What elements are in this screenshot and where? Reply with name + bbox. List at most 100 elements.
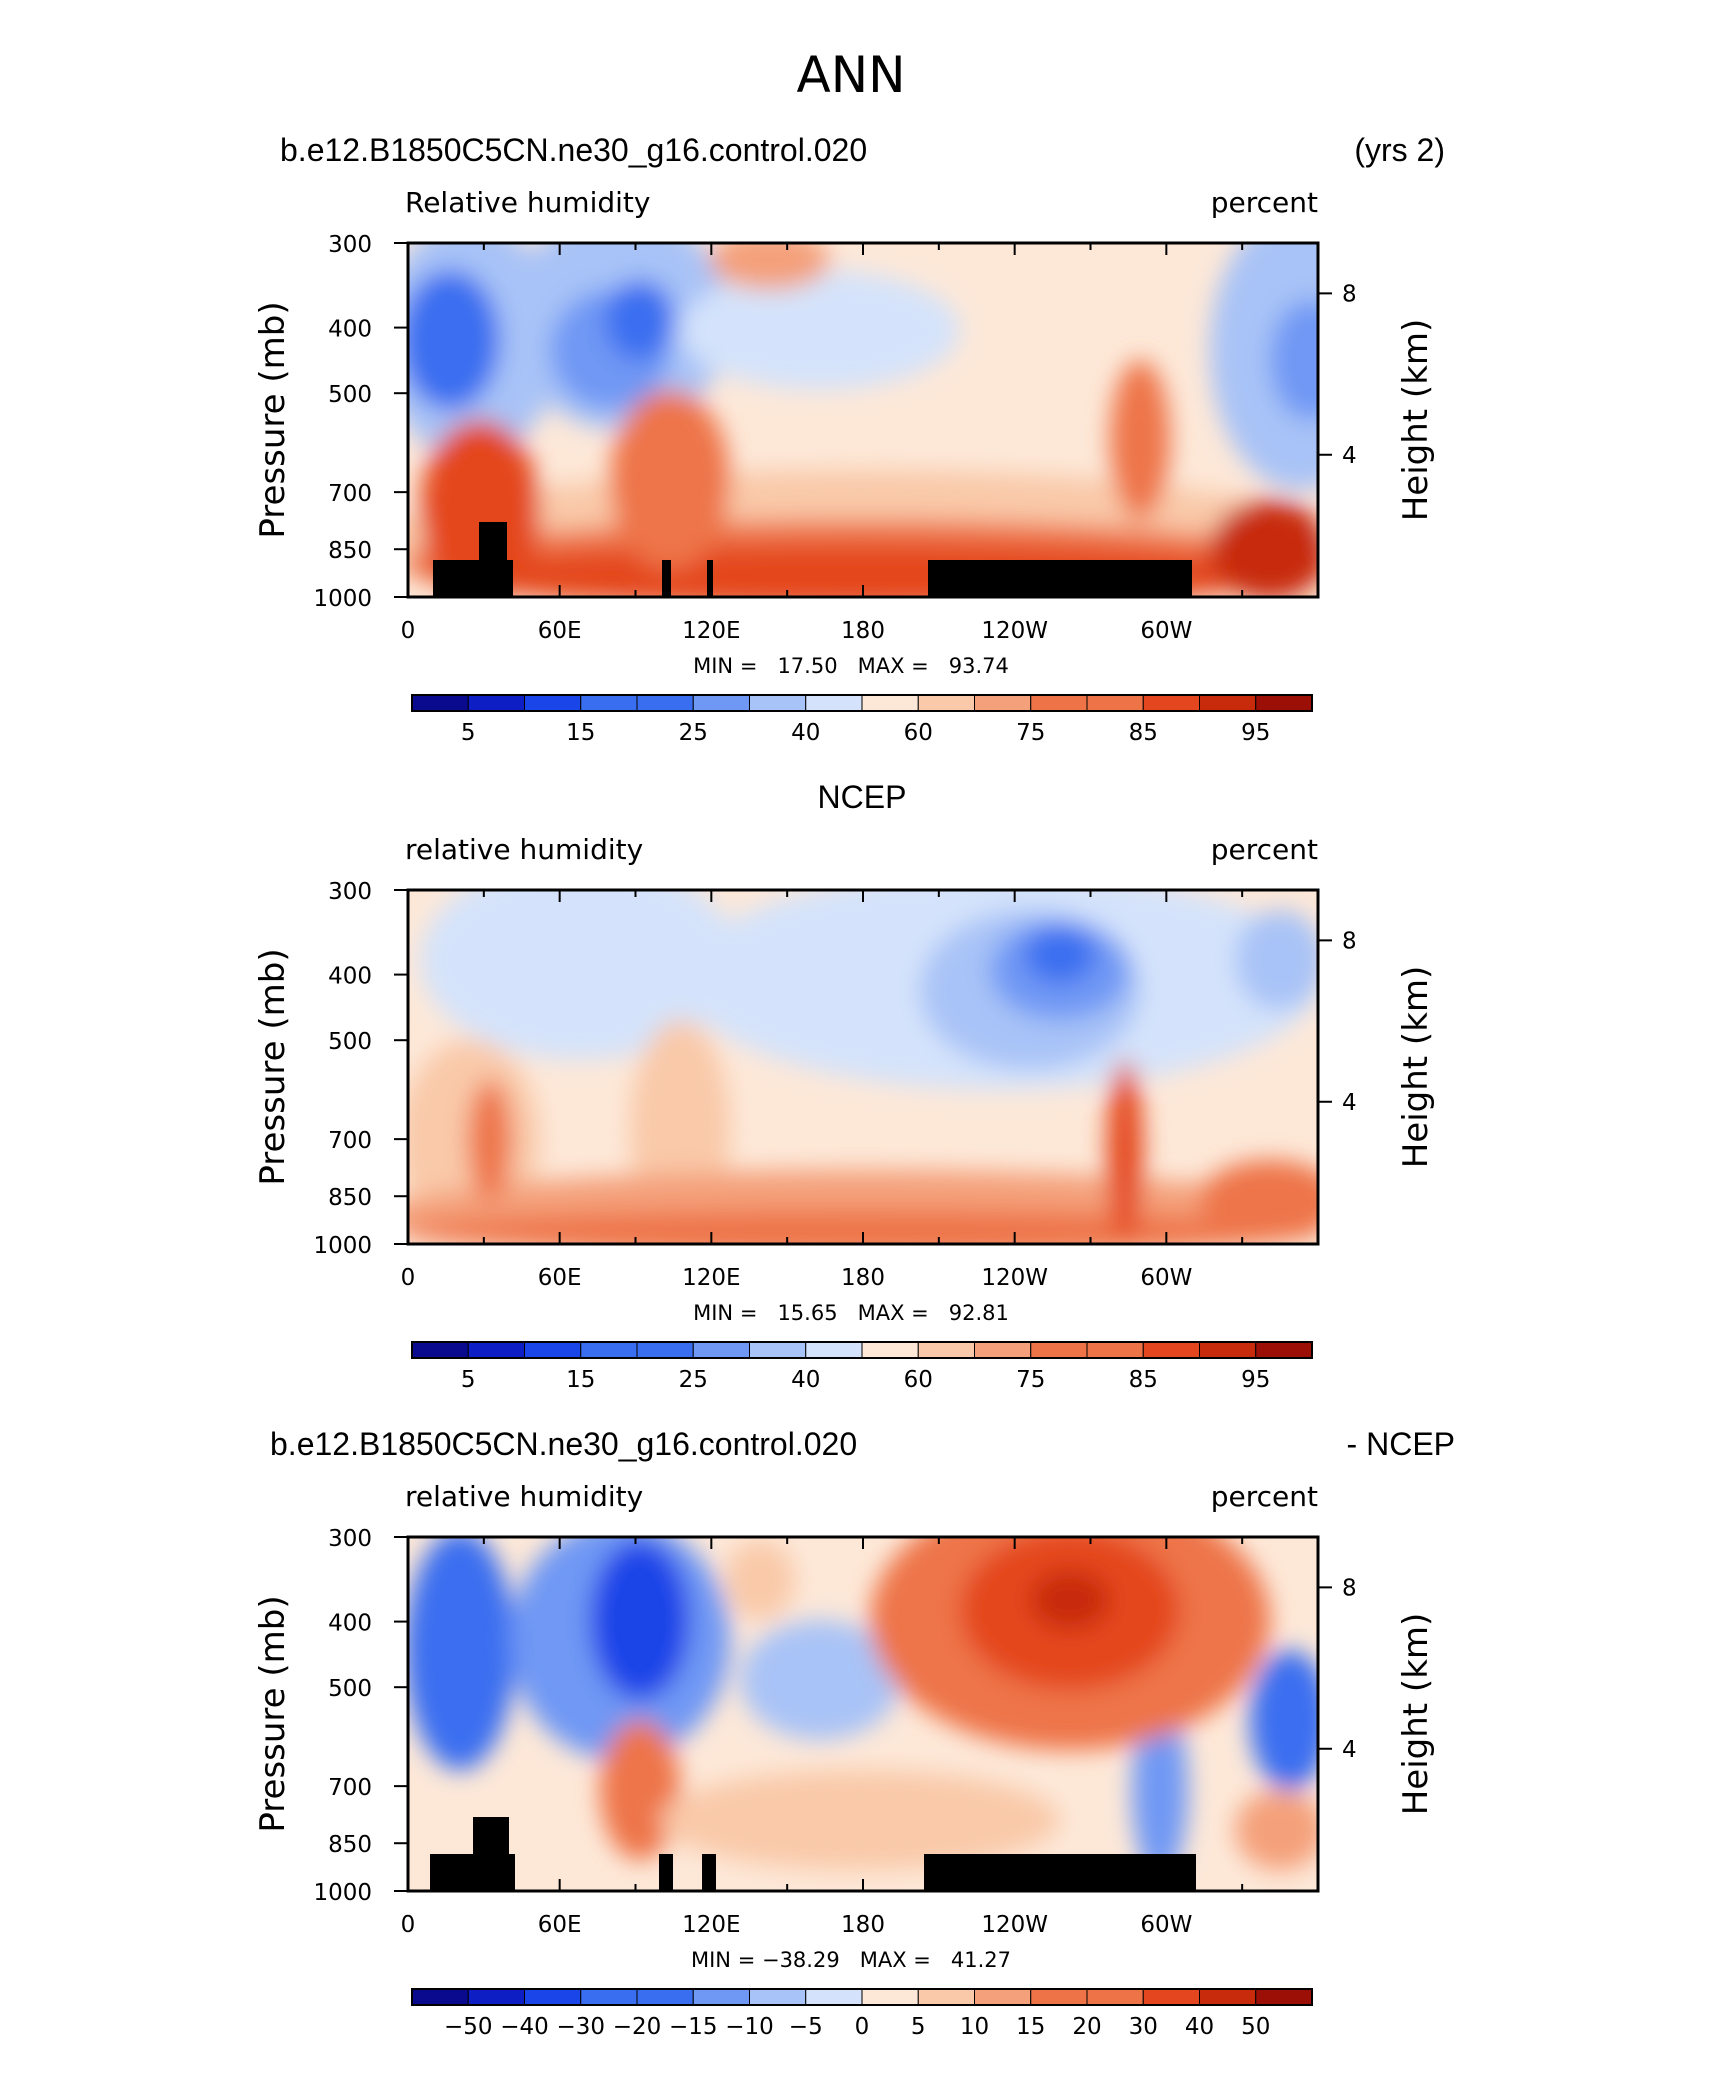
- colorbar-label: 95: [1241, 720, 1270, 746]
- colorbar-segment: [749, 1341, 807, 1359]
- colorbar-segment: [524, 1341, 582, 1359]
- y-tick-label: 300: [328, 232, 372, 258]
- panel-title-right: - NCEP: [1347, 1426, 1455, 1462]
- y-tick-label: 850: [328, 538, 372, 564]
- colorbar-label: 5: [461, 720, 476, 746]
- colorbar-segment: [1142, 1341, 1200, 1359]
- colorbar-label: 40: [791, 1367, 820, 1393]
- colorbar-label: 5: [461, 1367, 476, 1393]
- colorbar-label: 5: [911, 2014, 926, 2040]
- colorbar-segment: [1199, 1988, 1257, 2006]
- panel-title-right: (yrs 2): [1354, 132, 1445, 168]
- x-tick-label: 180: [841, 618, 885, 644]
- y2-tick-label: 4: [1342, 1090, 1357, 1116]
- colorbar-segment: [692, 694, 750, 712]
- y-tick-label: 300: [328, 1526, 372, 1552]
- colorbar-segment: [805, 694, 863, 712]
- y2-tick-label: 8: [1342, 1575, 1357, 1601]
- colorbar-label: −15: [669, 2014, 718, 2040]
- y-axis-label-right: Height (km): [1396, 966, 1436, 1169]
- panel-title-center: NCEP: [818, 779, 907, 815]
- colorbar-label: 95: [1241, 1367, 1270, 1393]
- variable-label: relative humidity: [405, 833, 643, 866]
- y-axis-label-right: Height (km): [1396, 319, 1436, 522]
- colorbar-label: 15: [566, 720, 595, 746]
- stats-label: MIN = 15.65 MAX = 92.81: [693, 1301, 1009, 1325]
- y-tick-label: 300: [328, 879, 372, 905]
- x-tick-label: 60W: [1140, 1265, 1192, 1291]
- colorbar-label: −10: [725, 2014, 774, 2040]
- panel-difference: b.e12.B1850C5CN.ne30_g16.control.020 - N…: [253, 1426, 1455, 2040]
- units-label: percent: [1211, 186, 1318, 219]
- y-tick-label: 500: [328, 1029, 372, 1055]
- colorbar-segment: [1255, 1988, 1313, 2006]
- colorbar: 5 15 25 40 60 75 85 95: [411, 1341, 1313, 1393]
- y-axis-label-right: Height (km): [1396, 1613, 1436, 1816]
- y-tick-label: 850: [328, 1832, 372, 1858]
- colorbar-label: 10: [960, 2014, 989, 2040]
- axes: 0 60E 120E 180 120W 60W 300 400 500 700 850 1000 8 4: [313, 232, 1356, 644]
- colorbar-segment: [1086, 1988, 1144, 2006]
- y-tick-label: 500: [328, 382, 372, 408]
- colorbar-segment: [467, 694, 525, 712]
- y2-tick-label: 4: [1342, 443, 1357, 469]
- y-tick-label: 400: [328, 1611, 372, 1637]
- colorbar-segment: [524, 1988, 582, 2006]
- colorbar-segment: [974, 1341, 1032, 1359]
- colorbar-label: 60: [904, 1367, 933, 1393]
- colorbar-segment: [1086, 694, 1144, 712]
- colorbar-segment: [917, 1988, 975, 2006]
- colorbar-segment: [861, 1988, 919, 2006]
- colorbar-segment: [917, 1341, 975, 1359]
- stats-label: MIN = 17.50 MAX = 93.74: [693, 654, 1009, 678]
- colorbar-label: 0: [855, 2014, 870, 2040]
- colorbar-label: 60: [904, 720, 933, 746]
- y2-tick-label: 4: [1342, 1737, 1357, 1763]
- x-tick-label: 60E: [538, 1265, 582, 1291]
- y-tick-label: 500: [328, 1676, 372, 1702]
- y-tick-label: 700: [328, 481, 372, 507]
- colorbar-segment: [861, 1341, 919, 1359]
- colorbar-frame: [411, 1341, 1313, 1359]
- colorbar-label: 15: [566, 1367, 595, 1393]
- colorbar-segment: [580, 1988, 638, 2006]
- colorbar-frame: [411, 694, 1313, 712]
- colorbar-label: −5: [789, 2014, 823, 2040]
- x-tick-label: 120E: [682, 1912, 740, 1938]
- panel-title-left: b.e12.B1850C5CN.ne30_g16.control.020: [280, 132, 867, 168]
- colorbar-segment: [805, 1341, 863, 1359]
- stats-label: MIN = −38.29 MAX = 41.27: [691, 1948, 1011, 1972]
- colorbar-segment: [580, 1341, 638, 1359]
- y-axis-label: Pressure (mb): [253, 301, 293, 538]
- colorbar-label: 50: [1241, 2014, 1270, 2040]
- colorbar-label: 30: [1129, 2014, 1158, 2040]
- colorbar-label: 40: [791, 720, 820, 746]
- colorbar: 5 15 25 40 60 75 85 95: [411, 694, 1313, 746]
- colorbar-label: 25: [679, 720, 708, 746]
- colorbar-label: 75: [1016, 1367, 1045, 1393]
- contour-field: [408, 890, 1318, 1244]
- contour-field: [408, 243, 1318, 597]
- colorbar-segment: [1255, 694, 1313, 712]
- colorbar-label: −50: [444, 2014, 493, 2040]
- colorbar-segment: [861, 694, 919, 712]
- figure-title: ANN: [796, 46, 905, 104]
- x-tick-label: 60E: [538, 1912, 582, 1938]
- terrain-mask: [430, 1817, 1196, 1891]
- y-tick-label: 1000: [313, 586, 372, 612]
- variable-label: Relative humidity: [405, 186, 650, 219]
- y2-tick-label: 8: [1342, 281, 1357, 307]
- y-tick-label: 700: [328, 1775, 372, 1801]
- colorbar-segment: [1142, 1988, 1200, 2006]
- y-axis-label: Pressure (mb): [253, 948, 293, 1185]
- y-axis-label: Pressure (mb): [253, 1595, 293, 1832]
- colorbar-segment: [467, 1988, 525, 2006]
- y2-tick-label: 8: [1342, 928, 1357, 954]
- y-tick-label: 850: [328, 1185, 372, 1211]
- x-tick-label: 60W: [1140, 618, 1192, 644]
- colorbar-label: −30: [556, 2014, 605, 2040]
- colorbar-label: 85: [1129, 1367, 1158, 1393]
- x-tick-label: 0: [401, 1912, 416, 1938]
- x-tick-label: 180: [841, 1265, 885, 1291]
- units-label: percent: [1211, 833, 1318, 866]
